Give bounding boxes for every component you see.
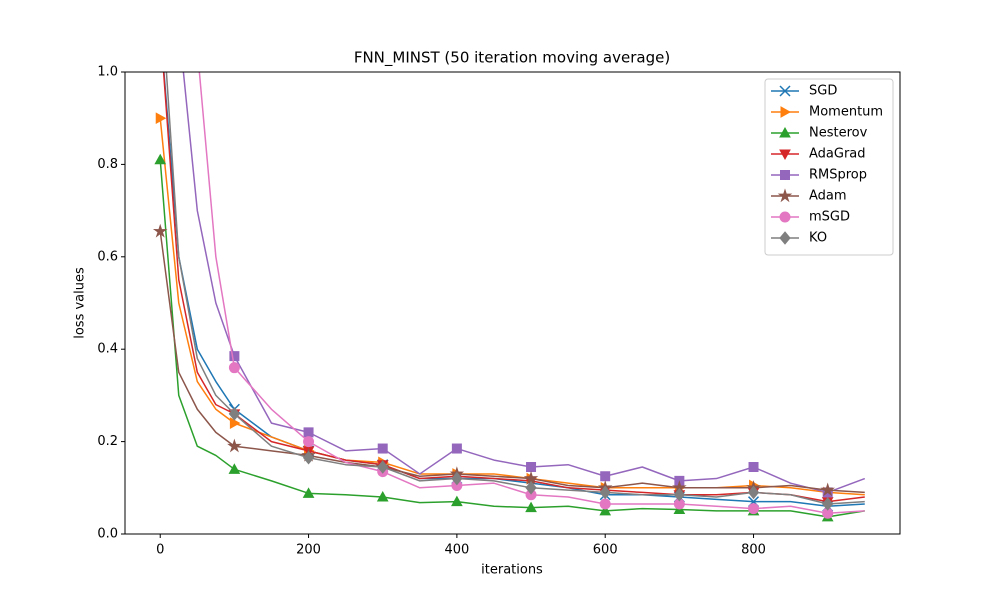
- data-point: [525, 481, 537, 495]
- series-line: [159, 231, 865, 494]
- data-point: [154, 153, 167, 165]
- legend-box: [764, 78, 894, 256]
- legend-marker: [779, 211, 791, 223]
- data-point: [748, 462, 759, 473]
- series-line: [162, 72, 865, 503]
- data-point: [748, 503, 760, 515]
- y-tick-label: 0.8: [97, 157, 118, 172]
- y-tick-label: 0.0: [97, 527, 118, 542]
- y-tick-label: 0.2: [97, 434, 118, 449]
- legend-label: AdaGrad: [809, 147, 866, 162]
- data-point: [303, 436, 315, 448]
- legend-marker: [780, 106, 792, 118]
- data-point: [820, 482, 835, 497]
- plot-area: [152, 21, 866, 522]
- data-point: [155, 22, 165, 31]
- data-point: [227, 438, 242, 453]
- legend-marker: [777, 188, 793, 203]
- legend-label: mSGD: [809, 210, 850, 225]
- x-tick-label: 800: [741, 543, 766, 558]
- data-point: [673, 487, 686, 502]
- data-point: [523, 470, 539, 485]
- data-point: [599, 485, 611, 500]
- data-point: [451, 443, 462, 454]
- x-tick-label: 200: [296, 543, 321, 558]
- legend-marker: [779, 231, 791, 245]
- x-tick-label: 400: [444, 543, 469, 558]
- data-point: [302, 487, 315, 498]
- legend-marker: [779, 126, 791, 138]
- data-point: [152, 223, 168, 238]
- series-line: [165, 72, 865, 505]
- data-point: [599, 504, 612, 516]
- legend-label: Nesterov: [809, 126, 868, 141]
- data-point: [747, 485, 760, 500]
- legend-marker: [780, 170, 790, 180]
- data-point: [525, 501, 537, 513]
- y-tick-label: 0.6: [97, 249, 118, 264]
- y-axis-label: loss values: [73, 267, 88, 339]
- legend-label: Momentum: [809, 105, 883, 120]
- series-line: [182, 72, 866, 494]
- legend-marker: [779, 149, 791, 161]
- data-point: [228, 463, 241, 474]
- y-tick-label: 0.4: [97, 342, 118, 357]
- data-point: [377, 460, 389, 474]
- data-point: [155, 21, 165, 31]
- data-point: [600, 471, 611, 482]
- data-point: [155, 112, 167, 125]
- y-tick-label: 1.0: [97, 65, 118, 80]
- data-point: [228, 362, 240, 374]
- legend-marker: [779, 85, 791, 97]
- data-point: [377, 443, 388, 454]
- series-line: [198, 72, 865, 514]
- x-tick-label: 600: [593, 543, 618, 558]
- x-axis-label: iterations: [481, 563, 543, 578]
- data-point: [228, 407, 241, 421]
- chart-title: FNN_MINST (50 iteration moving average): [354, 49, 670, 68]
- data-point: [376, 491, 389, 502]
- data-point: [526, 462, 537, 473]
- legend-label: KO: [809, 231, 827, 246]
- data-point: [599, 498, 611, 510]
- x-tick-label: 0: [156, 543, 164, 558]
- data-point: [451, 495, 463, 507]
- series-line: [163, 72, 865, 508]
- data-point: [822, 497, 834, 511]
- axes-frame: [124, 71, 901, 535]
- data-point: [303, 427, 314, 438]
- data-point: [229, 417, 241, 429]
- series-line: [159, 118, 865, 496]
- legend-label: RMSprop: [809, 168, 867, 183]
- data-point: [302, 450, 315, 465]
- data-point: [229, 351, 240, 362]
- series-line: [159, 159, 865, 518]
- data-point: [451, 471, 463, 486]
- legend-label: SGD: [809, 84, 837, 99]
- legend-label: Adam: [809, 189, 847, 204]
